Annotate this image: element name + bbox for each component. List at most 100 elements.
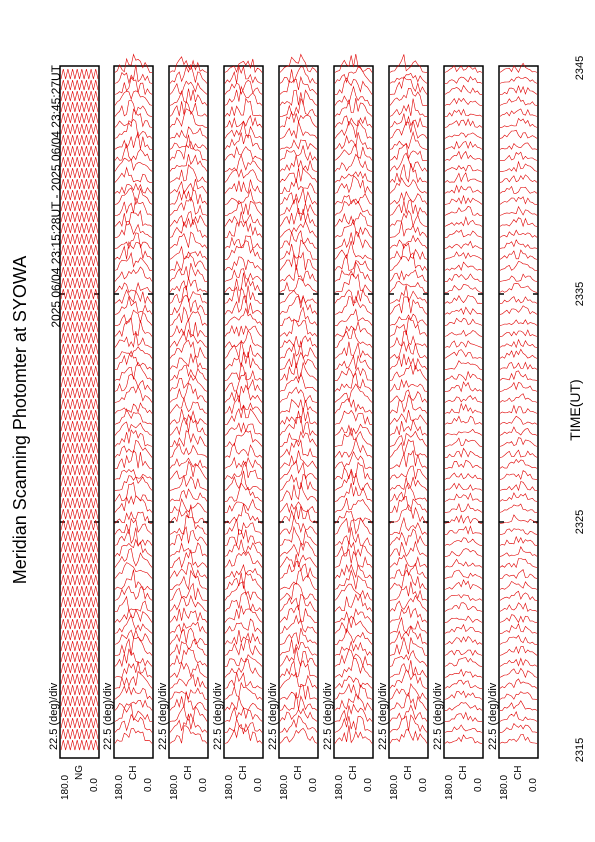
scan-trace [224,654,263,667]
scan-trace [279,239,318,260]
scan-trace [444,579,483,590]
panel-bottom-label: 0.0 [308,778,319,792]
scan-trace [444,194,483,205]
scan-trace [224,421,263,436]
scan-trace [444,370,483,382]
scan-trace [444,428,483,436]
scan-trace [444,615,483,623]
scan-trace [499,426,538,436]
scan-trace [499,558,538,569]
scan-trace [444,711,482,722]
scan-trace [279,593,318,612]
scan-trace [334,199,373,216]
panel-top-label: 180.0 [444,775,455,800]
scan-trace [499,108,538,117]
scan-trace [114,196,153,216]
scan-trace [499,117,538,128]
scan-trace [114,421,153,436]
scan-trace [114,538,153,557]
scan-trace [389,465,428,480]
scan-trace [224,211,263,228]
scan-trace [444,229,483,238]
panel-channel: CH [183,766,194,780]
scan-trace [114,439,153,458]
scan-trace [279,167,318,183]
scan-trace [60,465,99,476]
scan-trace [224,529,263,546]
scan-trace [60,322,99,333]
scan-trace [499,645,538,656]
panel-channel: CH [458,766,469,780]
scan-trace [444,602,483,612]
scan-trace [499,361,538,370]
scan-trace [334,569,373,590]
scan-trace [114,569,153,590]
scan-trace [389,313,428,326]
scan-trace [169,415,208,436]
scan-trace [60,311,99,322]
scan-trace [499,185,538,194]
scan-trace [224,384,263,403]
scan-trace [114,481,153,502]
scan-trace [169,582,208,601]
scan-trace [334,354,373,370]
scan-trace [60,190,99,201]
scan-trace [500,160,538,173]
scan-trace [389,210,428,228]
scan-trace [114,429,153,447]
scan-trace [60,223,99,234]
scan-trace [334,77,373,95]
scan-trace [334,703,373,722]
panel-channel: CH [238,766,249,780]
scan-trace [389,296,428,315]
scan-trace [60,476,99,487]
scan-trace [224,503,263,524]
scan-trace [114,517,153,535]
scan-trace [169,374,208,392]
scan-trace [60,542,99,553]
scan-trace [334,693,373,712]
scan-trace [224,188,263,205]
scan-trace [279,230,318,249]
scan-trace [389,594,428,612]
scan-trace [334,617,373,634]
scan-trace [499,568,538,579]
scan-trace [499,614,538,624]
scan-trace [60,245,99,256]
scan-trace [444,84,483,95]
scan-trace [444,295,483,304]
scan-trace [389,76,428,95]
scan-trace [444,284,483,293]
scan-trace [60,619,99,630]
scan-trace [334,470,373,491]
scan-trace [60,707,99,718]
scan-trace [444,240,483,249]
scan-trace [334,649,373,667]
scan-trace [224,706,263,722]
x-tick-label: 2315 [574,738,586,762]
scan-trace [389,482,428,502]
scan-trace [334,230,373,249]
scan-trace [279,386,318,404]
scan-trace [500,700,538,711]
scan-trace [60,124,99,135]
scan-trace [499,283,538,293]
scan-trace [279,110,318,128]
scan-trace [169,430,208,448]
scan-trace [499,239,538,249]
scan-trace [444,679,482,689]
scan-trace [389,221,428,238]
scan-trace [169,263,208,282]
scan-trace [499,503,538,513]
scan-trace [444,525,483,535]
scan-trace [224,85,263,106]
scan-trace [444,360,483,370]
scan-trace [279,207,318,227]
scan-trace [114,209,153,228]
scan-trace [444,65,483,73]
scan-trace [389,363,428,381]
scan-trace [60,234,99,245]
scan-trace [114,385,153,403]
